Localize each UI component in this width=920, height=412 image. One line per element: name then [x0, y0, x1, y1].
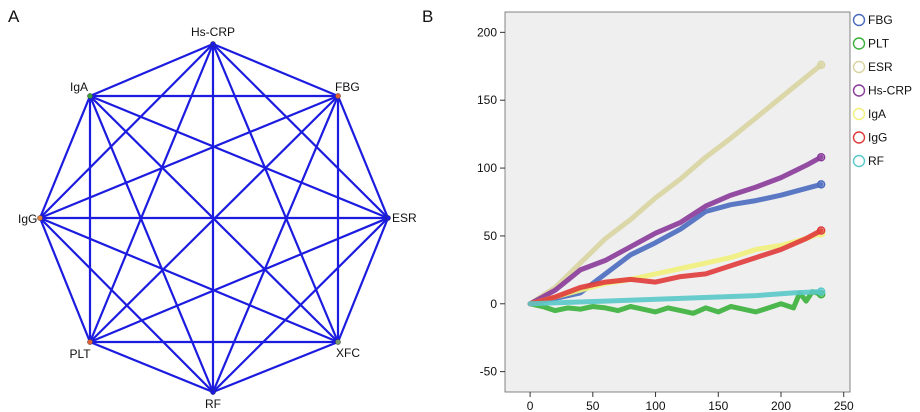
series-line-plt [527, 289, 824, 316]
panel-a-label: A [8, 7, 20, 26]
legend-label-hs-crp: Hs-CRP [868, 84, 912, 98]
network-nodes [37, 41, 391, 395]
legend: FBG PLT ESR Hs-CRP IgA IgG RF [852, 13, 912, 168]
x-tick-label-100: 100 [646, 399, 666, 412]
node-esr [385, 215, 391, 221]
x-tick-label-150: 150 [708, 399, 728, 412]
y-tick-label--50: -50 [480, 365, 498, 379]
series-end-marker-esr [816, 60, 826, 70]
node-label-hscrp: Hs-CRP [191, 25, 235, 39]
x-tick-label-250: 250 [834, 399, 854, 412]
edge-esr-iga [89, 94, 389, 220]
node-label-iga: IgA [70, 80, 88, 94]
node-igg [37, 215, 43, 221]
legend-marker-rf [852, 154, 866, 168]
node-label-rf: RF [205, 397, 221, 411]
y-tick-label-150: 150 [477, 93, 497, 107]
edge-xfc-iga [89, 95, 339, 343]
series-line-fbg [527, 181, 824, 307]
edge-hscrp-iga [89, 42, 214, 98]
edge-plt-igg [38, 217, 92, 343]
edge-rf-iga [88, 95, 215, 393]
legend-label-plt: PLT [868, 37, 890, 51]
edge-igg-iga [38, 95, 92, 219]
edge-esr-plt [89, 216, 389, 344]
node-label-esr: ESR [392, 211, 417, 225]
series-end-marker-igg [816, 226, 826, 235]
edge-hscrp-plt [88, 43, 215, 343]
legend-marker-iga [852, 107, 866, 121]
legend-marker-plt [852, 37, 866, 50]
legend-label-esr: ESR [868, 60, 893, 74]
edge-rf-plt [89, 340, 214, 394]
x-tick-label-0: 0 [527, 399, 534, 412]
network-labels: Hs-CRP FBG ESR XFC RF PLT IgG IgA [18, 25, 417, 411]
edge-fbg-esr [336, 95, 390, 219]
edge-rf-igg [39, 217, 214, 393]
y-tick-label-0: 0 [490, 297, 497, 311]
y-tick-label-200: 200 [477, 25, 497, 39]
node-iga [87, 93, 93, 99]
x-tick-label-200: 200 [771, 399, 791, 412]
plot-area [504, 11, 851, 393]
node-label-plt: PLT [69, 347, 91, 361]
edge-hscrp-esr [212, 43, 389, 219]
legend-label-rf: RF [868, 154, 884, 168]
edge-hscrp-fbg [212, 42, 339, 98]
series-line-esr [527, 62, 824, 307]
node-xfc [335, 339, 341, 345]
legend-label-fbg: FBG [868, 13, 893, 27]
node-label-igg: IgG [18, 212, 37, 226]
series-line-iga [527, 230, 824, 307]
legend-marker-hs-crp [852, 84, 866, 97]
series-lines [527, 60, 826, 316]
y-tick-label-100: 100 [477, 161, 497, 175]
node-fbg [335, 93, 341, 99]
panel-b-label: B [422, 7, 433, 26]
series-line-igg [527, 228, 824, 307]
network-edges [38, 42, 390, 394]
legend-marker-igg [852, 131, 866, 144]
series-end-marker-rf [816, 287, 826, 296]
edge-hscrp-xfc [211, 43, 340, 343]
series-end-marker-hs-crp [816, 152, 826, 162]
legend-marker-esr [852, 60, 866, 74]
edge-xfc-rf [212, 340, 339, 394]
edge-esr-xfc [336, 217, 390, 343]
series-line-hs-crp [527, 154, 824, 307]
legend-marker-fbg [852, 13, 866, 27]
series-line-rf [527, 289, 824, 307]
node-rf [210, 389, 216, 395]
node-label-fbg: FBG [335, 80, 360, 94]
network-graph: Hs-CRP FBG ESR XFC RF PLT IgG IgA [18, 25, 417, 411]
line-chart: -50 0 50 100 150 200 0 50 100 150 200 250 FBG PLT ESR… [477, 11, 912, 412]
axes: -50 0 50 100 150 200 0 50 100 150 200 250 [477, 25, 854, 412]
legend-label-igg: IgG [868, 131, 887, 145]
series-end-marker-fbg [816, 180, 826, 189]
node-plt [87, 339, 93, 345]
node-hscrp [210, 41, 216, 47]
x-tick-label-50: 50 [586, 399, 600, 412]
legend-label-iga: IgA [868, 107, 886, 121]
node-label-xfc: XFC [336, 346, 360, 360]
y-tick-label-50: 50 [484, 229, 498, 243]
